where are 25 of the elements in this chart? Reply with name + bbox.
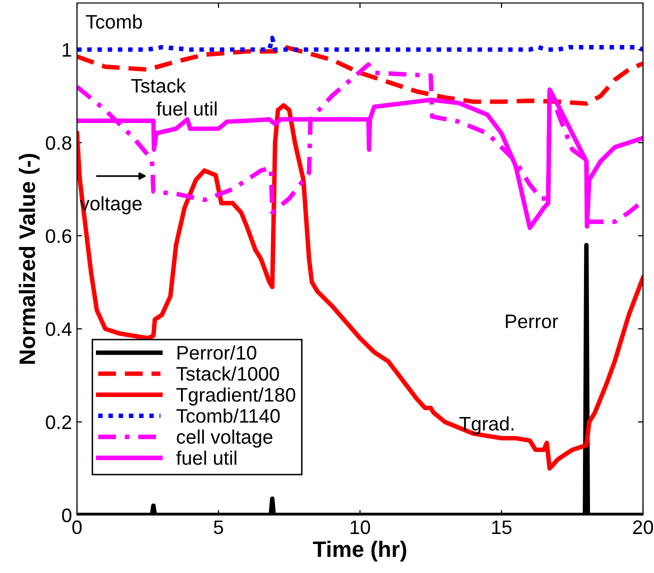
y-tick-label: 0.8 xyxy=(46,136,72,150)
annotation: Tcomb xyxy=(86,14,142,29)
annotation: Tgrad. xyxy=(459,416,514,434)
legend-label: Tcomb/1140 xyxy=(176,408,280,423)
legend-label: Perror/10 xyxy=(178,345,256,360)
y-tick-label: 0 xyxy=(62,508,72,522)
x-tick-label: 0 xyxy=(72,520,82,534)
y-tick-label: 0.4 xyxy=(46,322,72,336)
y-tick-label: 0.6 xyxy=(46,229,72,243)
x-tick-label: 15 xyxy=(492,520,512,534)
line-series xyxy=(77,103,643,471)
x-axis-title: Time (hr) xyxy=(312,540,406,562)
y-tick-label: 0.2 xyxy=(46,415,72,430)
annotation: Perror xyxy=(506,314,558,328)
x-tick-label: 20 xyxy=(633,520,654,534)
y-axis-title: Normalized Value (-) xyxy=(18,154,40,364)
y-tick-label: 1 xyxy=(62,43,72,57)
annotation: Tstack xyxy=(131,78,186,93)
legend-label: Tgradient/180 xyxy=(176,387,296,406)
legend-label: cell voltage xyxy=(176,430,272,448)
legend-label: fuel util xyxy=(176,450,236,465)
x-tick-label: 10 xyxy=(350,520,370,534)
legend-label: Tstack/1000 xyxy=(176,366,279,381)
annotation: fuel util xyxy=(156,101,217,116)
x-tick-label: 5 xyxy=(214,520,224,534)
